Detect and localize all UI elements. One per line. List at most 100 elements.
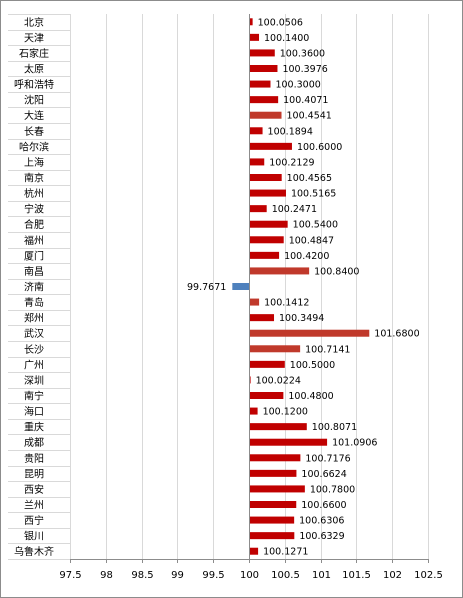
category-label: 长沙 [24,344,44,356]
bar [249,142,292,150]
category-label: 沈阳 [24,94,44,107]
x-tick-label: 100.5 [271,570,300,581]
category-label: 杭州 [24,187,44,200]
value-label: 100.1894 [268,126,313,137]
category-label: 南宁 [24,390,44,403]
bar [249,49,275,57]
category-label: 西宁 [24,514,44,527]
bar [249,532,295,540]
bar [249,267,310,275]
value-label: 100.3976 [282,64,327,75]
category-label: 厦门 [24,249,44,262]
category-label: 海口 [24,405,44,418]
x-tick-label: 102 [383,570,402,581]
category-label: 天津 [24,32,44,44]
category-label: 兰州 [24,499,44,512]
bar [249,220,288,228]
value-label: 100.4541 [287,111,332,122]
bar [249,174,282,181]
category-label: 合肥 [24,218,44,231]
bar [249,111,282,119]
value-label: 100.7141 [305,344,350,355]
category-label: 青岛 [24,296,44,309]
value-label: 100.6306 [299,516,344,527]
value-label: 100.4847 [289,235,334,246]
value-label: 100.7800 [310,484,355,495]
value-label: 100.5000 [290,360,335,371]
category-label: 哈尔滨 [19,140,49,153]
category-label: 银川 [24,530,44,543]
bar [249,329,370,337]
bar [249,392,284,399]
value-label: 100.4565 [287,173,332,184]
x-tick-label: 98 [100,570,113,581]
category-label: 北京 [24,16,44,29]
bar [249,485,305,493]
bar [249,423,307,431]
value-label: 100.3000 [275,80,320,91]
x-axis-ticks: 97.5 98 98.5 99 99.5 100 100.5 101 101.5 102 102.5 [59,570,442,581]
category-label: 贵阳 [24,452,44,465]
category-label: 济南 [24,281,44,294]
bar [249,33,260,41]
x-tick-label: 102.5 [414,570,443,581]
bar [249,360,285,368]
x-tick-label: 101.5 [342,570,371,581]
x-tick-label: 101 [312,570,331,581]
value-label: 100.8400 [314,266,359,277]
category-label: 大连 [24,109,44,122]
value-label: 100.4800 [288,391,333,402]
value-label: 100.1400 [264,33,309,44]
bar [249,18,253,26]
category-label: 南昌 [24,265,44,278]
bar [249,469,297,477]
bar [249,298,260,306]
category-label: 宁波 [24,203,44,216]
value-label: 100.6329 [299,531,344,542]
x-tick-label: 99.5 [202,570,224,581]
category-label: 武汉 [24,327,44,340]
category-label: 太原 [24,63,44,76]
value-label: 100.8071 [312,422,357,433]
x-tick-label: 100 [240,570,259,581]
bar [249,501,297,508]
bar [249,205,267,213]
category-label: 成都 [24,437,44,449]
value-label: 100.6000 [297,142,342,153]
bar [249,516,295,524]
value-label: 100.5400 [293,220,338,231]
bar [249,314,275,322]
value-label: 100.0224 [256,375,301,386]
category-label: 呼和浩特 [14,79,54,91]
bar [249,158,265,166]
bar [249,251,280,259]
category-label: 深圳 [24,375,44,387]
x-tick-label: 99 [171,570,184,581]
value-label: 100.4200 [284,251,329,262]
value-label: 100.7176 [305,453,350,464]
category-label: 广州 [24,359,44,371]
bar [249,438,328,446]
bar [249,407,258,415]
bar [249,189,286,197]
bar [249,80,271,88]
category-label: 昆明 [24,468,44,480]
category-label: 重庆 [24,421,44,434]
value-label: 100.0506 [258,17,303,28]
value-label: 100.3494 [279,313,324,324]
bar [249,65,278,72]
bars [232,18,370,555]
value-label: 100.6600 [301,500,346,511]
bar [249,547,259,555]
value-label: 101.0906 [332,438,377,449]
x-tick-label: 97.5 [59,570,81,581]
axes [70,14,429,563]
value-label: 101.6800 [374,329,419,340]
value-label: 100.5165 [291,189,336,200]
category-labels: 北京天津石家庄太原呼和浩特沈阳大连长春哈尔滨上海南京杭州宁波合肥福州厦门南昌济南… [14,16,54,558]
bar [232,283,249,290]
category-label: 福州 [24,234,44,247]
category-label: 乌鲁木齐 [14,545,54,558]
